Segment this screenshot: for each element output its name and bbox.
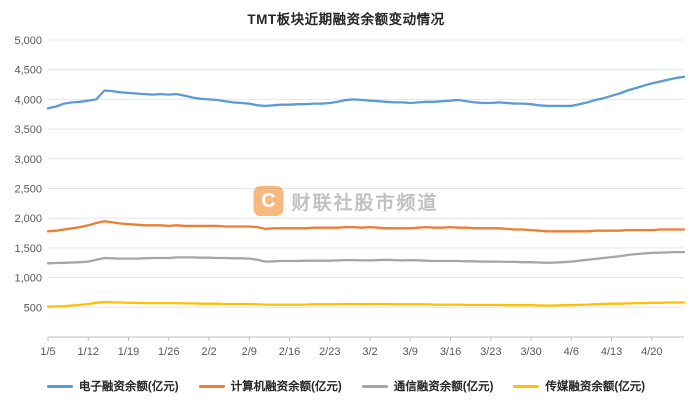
x-tick-label: 2/9 (242, 346, 257, 358)
legend-line-swatch (361, 384, 388, 388)
series-line (46, 75, 686, 110)
y-tick-label: 1,500 (14, 243, 42, 255)
x-tick-label: 2/23 (319, 346, 340, 358)
y-tick-label: 2,500 (14, 184, 42, 196)
y-tick-label: 3,500 (14, 124, 42, 136)
series-line (46, 250, 686, 265)
legend-label: 计算机融资余额(亿元) (230, 381, 342, 393)
x-tick-label: 3/9 (403, 346, 418, 358)
x-tick-label: 3/23 (480, 346, 501, 358)
series-line (46, 220, 686, 233)
line-chart: 500 1,000 1,500 2,000 2,500 3,000 3,500 4,000 4,… (14, 35, 686, 358)
y-tick-label: 5,000 (14, 35, 42, 47)
x-tick-label: 3/2 (362, 346, 377, 358)
x-tick-label: 4/6 (564, 346, 579, 358)
x-tick-label: 3/30 (520, 346, 541, 358)
y-tick-label: 1,000 (14, 273, 42, 285)
chart-legend: 电子融资余额(亿元) 计算机融资余额(亿元) 通信融资余额(亿元) 传媒融资余额(亿元… (0, 378, 692, 394)
legend-item: 电子融资余额(亿元) (46, 378, 179, 394)
x-tick-label: 1/12 (78, 346, 99, 358)
y-tick-label: 500 (24, 302, 42, 314)
x-tick-label: 1/26 (158, 346, 179, 358)
legend-line-swatch (513, 384, 540, 388)
series-line (46, 300, 686, 308)
legend-label: 电子融资余额(亿元) (78, 381, 179, 393)
x-tick-label: 4/13 (601, 346, 622, 358)
y-tick-label: 2,000 (14, 213, 42, 225)
legend-line-swatch (46, 384, 73, 388)
x-tick-label: 1/5 (40, 346, 55, 358)
y-tick-label: 4,500 (14, 65, 42, 77)
y-tick-label: 3,000 (14, 154, 42, 166)
x-tick-label: 2/16 (279, 346, 300, 358)
legend-item: 通信融资余额(亿元) (361, 378, 494, 394)
x-tick-label: 3/16 (440, 346, 461, 358)
legend-item: 传媒融资余额(亿元) (513, 378, 645, 394)
legend-line-swatch (198, 384, 225, 388)
legend-label: 传媒融资余额(亿元) (545, 381, 646, 393)
legend-item: 计算机融资余额(亿元) (198, 378, 342, 394)
x-tick-label: 1/19 (118, 346, 139, 358)
y-tick-label: 4,000 (14, 94, 42, 106)
chart-title: TMT板块近期融资余额变动情况 (247, 12, 445, 27)
x-tick-label: 4/20 (641, 346, 662, 358)
legend-label: 通信融资余额(亿元) (393, 381, 494, 393)
x-tick-label: 2/2 (201, 346, 216, 358)
